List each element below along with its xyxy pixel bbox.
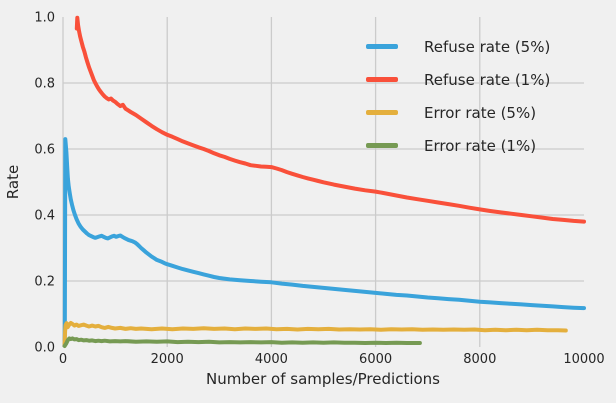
x-tick-label: 10000 <box>563 352 604 367</box>
series-line <box>74 15 586 224</box>
y-tick-label: 0.8 <box>34 77 55 92</box>
series-line <box>62 320 568 348</box>
y-tick-label: 0.6 <box>34 143 55 158</box>
y-tick-label: 0.0 <box>34 341 55 356</box>
legend-item: Error rate (1%) <box>366 129 550 162</box>
legend-swatch <box>366 110 398 115</box>
legend-item: Error rate (5%) <box>366 96 550 129</box>
legend-swatch <box>366 77 398 82</box>
legend-item: Refuse rate (1%) <box>366 63 550 96</box>
x-tick-label: 8000 <box>463 352 496 367</box>
x-tick-label: 0 <box>59 352 67 367</box>
legend-label: Refuse rate (5%) <box>424 37 551 56</box>
x-axis-label: Number of samples/Predictions <box>206 370 440 388</box>
y-tick-label: 1.0 <box>34 11 55 26</box>
series-line <box>62 137 586 343</box>
x-tick-label: 4000 <box>255 352 288 367</box>
legend: Refuse rate (5%) Refuse rate (1%) Error ra… <box>366 30 550 162</box>
legend-item: Refuse rate (5%) <box>366 30 550 63</box>
y-axis-label: Rate <box>4 164 22 200</box>
legend-swatch <box>366 143 398 148</box>
legend-label: Error rate (5%) <box>424 103 537 122</box>
series-line <box>62 336 422 348</box>
legend-swatch <box>366 44 398 49</box>
legend-label: Error rate (1%) <box>424 136 537 155</box>
legend-label: Refuse rate (1%) <box>424 70 551 89</box>
x-tick-label: 2000 <box>151 352 184 367</box>
y-tick-label: 0.2 <box>34 275 55 290</box>
x-tick-label: 6000 <box>359 352 392 367</box>
y-tick-label: 0.4 <box>34 209 55 224</box>
